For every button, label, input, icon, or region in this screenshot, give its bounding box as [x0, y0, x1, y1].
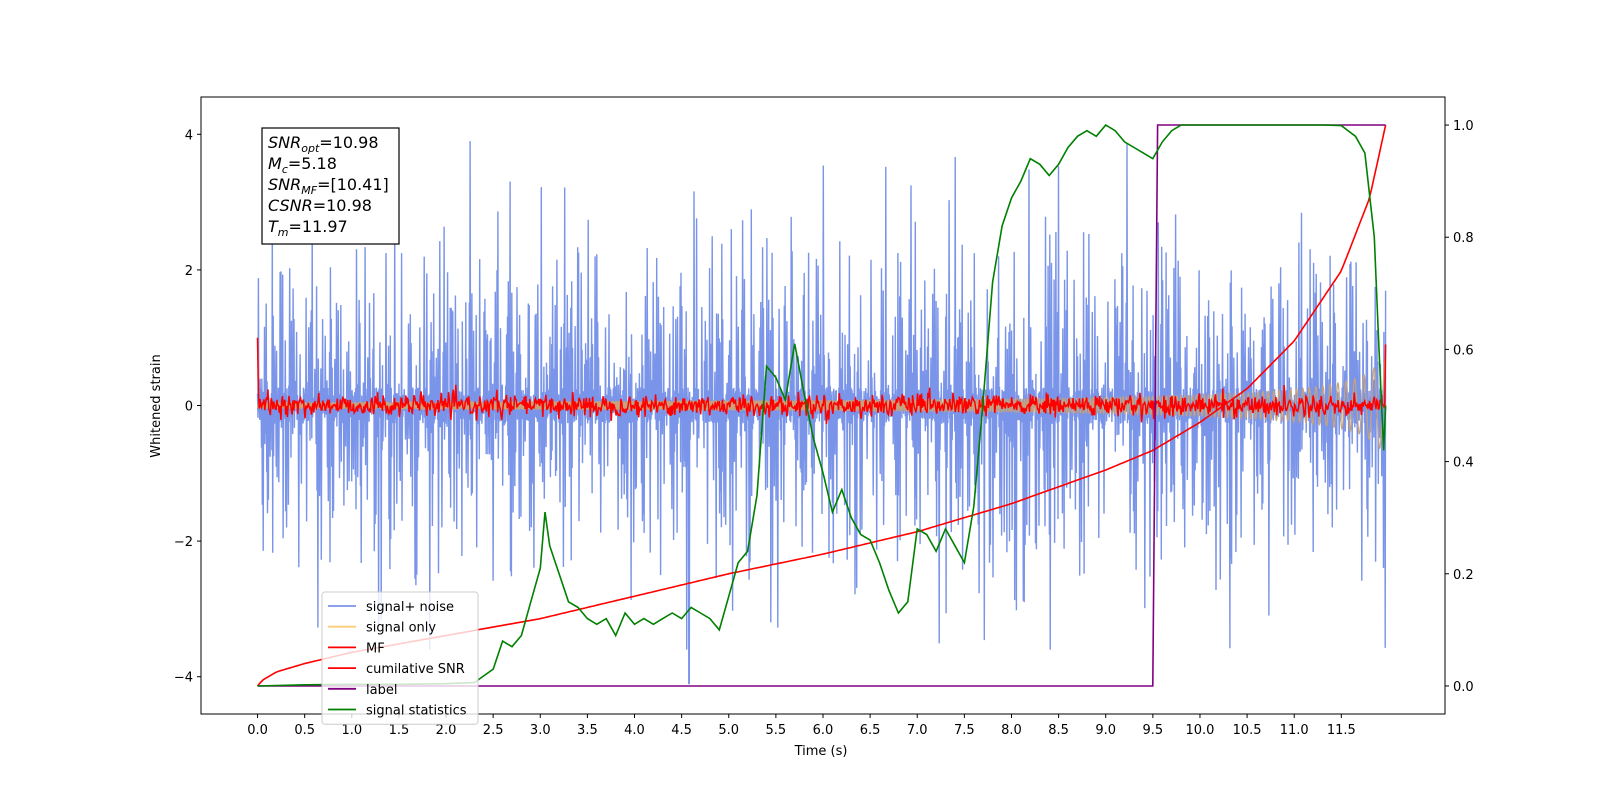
- x-tick-label: 2.0: [436, 723, 457, 738]
- ticks-layer: 0.0 0.5 1.0 1.5 2.0 2.5 3.0 3.5 4.0 4.5 5.0 5.5 6.0 6…: [174, 119, 1474, 738]
- y-tick-label: 2: [185, 264, 193, 279]
- x-tick-label: 7.0: [907, 723, 928, 738]
- legend: signal+ noise signal only MF cumilative SNR…: [321, 591, 479, 725]
- x-tick-label: 4.0: [624, 723, 645, 738]
- series-signal-noise: [256, 141, 1387, 685]
- legend-label: signal statistics: [366, 704, 467, 719]
- info-line: Mc=5.18: [268, 154, 337, 176]
- x-tick-label: 2.5: [483, 723, 504, 738]
- x-tick-label: 8.5: [1048, 723, 1069, 738]
- x-tick-label: 9.5: [1143, 723, 1164, 738]
- legend-frame: [321, 591, 479, 725]
- info-line: Tm=11.97: [268, 217, 348, 239]
- x-tick-label: 5.0: [718, 723, 739, 738]
- x-tick-label: 10.5: [1233, 723, 1262, 738]
- y2-tick-label: 1.0: [1453, 119, 1474, 134]
- legend-label: cumilative SNR: [366, 662, 465, 677]
- legend-label: label: [366, 683, 397, 698]
- x-tick-label: 6.0: [813, 723, 834, 738]
- y-tick-label: 4: [185, 128, 193, 143]
- y2-tick-label: 0.4: [1453, 456, 1474, 471]
- x-tick-label: 7.5: [954, 723, 975, 738]
- series-signal-statistics: [257, 123, 1387, 687]
- y2-tick-label: 0.8: [1453, 231, 1474, 246]
- info-line: CSNR=10.98: [268, 196, 372, 215]
- x-tick-label: 4.5: [671, 723, 692, 738]
- y-tick-label: −2: [174, 535, 193, 550]
- x-tick-label: 0.5: [294, 723, 315, 738]
- legend-item-signal-statistics: signal statistics: [328, 704, 467, 719]
- info-line: SNRMF=[10.41]: [268, 175, 389, 197]
- legend-item-signal-only: signal only: [328, 621, 436, 636]
- legend-item-signal-noise: signal+ noise: [328, 600, 454, 615]
- y2-tick-label: 0.6: [1453, 343, 1474, 358]
- x-tick-label: 11.5: [1327, 723, 1356, 738]
- x-tick-label: 0.0: [247, 723, 268, 738]
- legend-label: MF: [366, 641, 385, 656]
- x-tick-label: 1.0: [341, 723, 362, 738]
- info-box-frame: [261, 127, 400, 245]
- x-axis-label: Time (s): [794, 744, 848, 759]
- x-tick-label: 5.5: [766, 723, 787, 738]
- legend-item-mf: MF: [328, 641, 385, 656]
- series-layer: [256, 123, 1387, 687]
- info-box: SNRopt=10.98Mc=5.18SNRMF=[10.41]CSNR=10.…: [261, 127, 400, 245]
- legend-label: signal only: [366, 621, 436, 636]
- legend-item-cumilative-snr: cumilative SNR: [328, 662, 465, 677]
- y-axis-label: Whitened strain: [149, 354, 164, 457]
- x-tick-label: 3.0: [530, 723, 551, 738]
- x-tick-label: 1.5: [389, 723, 410, 738]
- legend-label: signal+ noise: [366, 600, 454, 615]
- series-mf: [256, 337, 1387, 424]
- legend-item-label: label: [328, 683, 397, 698]
- x-tick-label: 8.0: [1001, 723, 1022, 738]
- x-tick-label: 3.5: [577, 723, 598, 738]
- y-tick-label: 0: [185, 400, 193, 415]
- y-tick-label: −4: [174, 671, 193, 686]
- info-line: SNRopt=10.98: [268, 133, 379, 155]
- x-tick-label: 10.0: [1185, 723, 1214, 738]
- y2-tick-label: 0.0: [1453, 680, 1474, 695]
- x-tick-label: 9.0: [1095, 723, 1116, 738]
- x-tick-label: 11.0: [1280, 723, 1309, 738]
- x-tick-label: 6.5: [860, 723, 881, 738]
- y2-tick-label: 0.2: [1453, 568, 1474, 583]
